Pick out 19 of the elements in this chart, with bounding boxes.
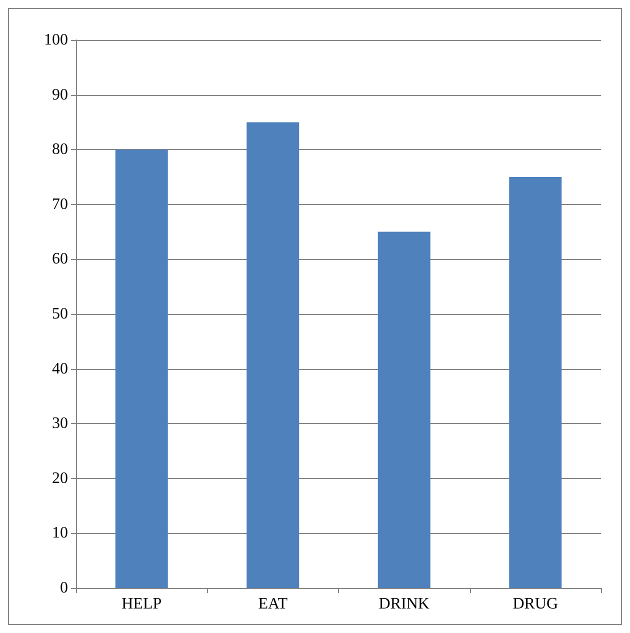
y-tick-label: 100 <box>44 32 68 48</box>
y-tick-label: 60 <box>52 250 68 268</box>
y-tick-label: 30 <box>52 415 68 432</box>
y-tick-label: 40 <box>52 360 68 378</box>
bar <box>246 122 300 588</box>
x-tick-label: EAT <box>258 596 288 612</box>
y-tick-label: 80 <box>52 141 68 158</box>
x-tick-label: HELP <box>122 596 162 612</box>
bar <box>115 150 168 588</box>
y-tick-label: 10 <box>52 524 68 542</box>
x-tick-label: DRUG <box>512 596 558 612</box>
bar <box>509 177 562 588</box>
y-tick-label: 70 <box>52 196 68 213</box>
y-tick-label: 50 <box>52 306 68 322</box>
y-tick-label: 90 <box>52 86 68 104</box>
y-tick-label: 20 <box>52 470 68 487</box>
bar <box>378 232 430 588</box>
y-tick-label: 0 <box>60 580 68 596</box>
x-tick-label: DRINK <box>378 596 430 612</box>
